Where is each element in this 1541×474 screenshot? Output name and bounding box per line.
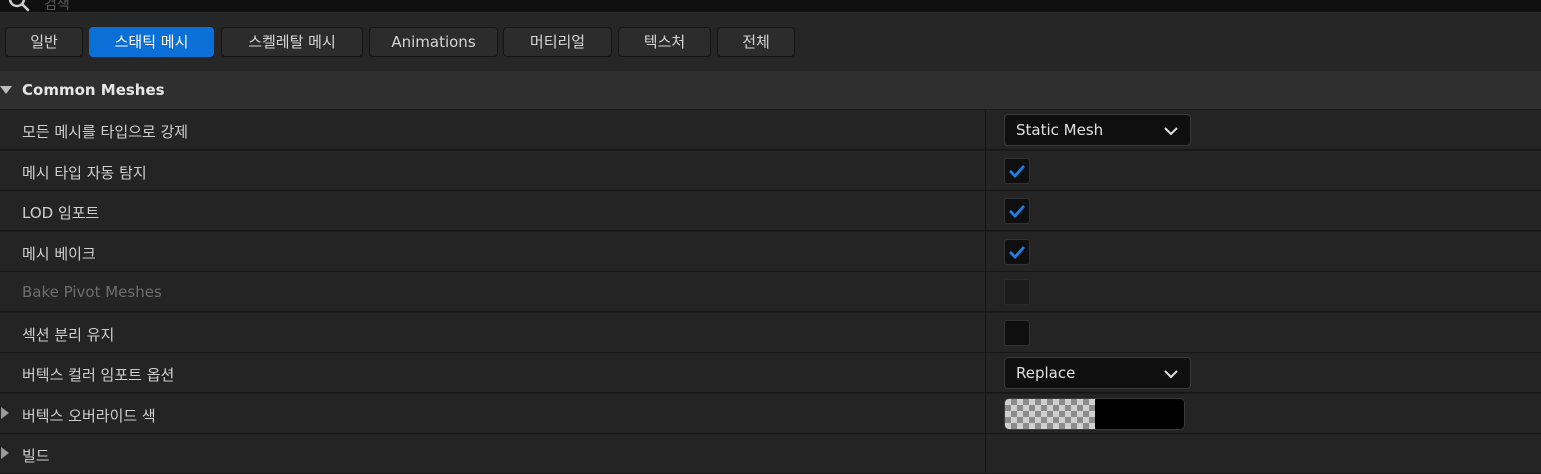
property-label: 메시 베이크 xyxy=(22,245,96,263)
property-row-keep-sections: 섹션 분리 유지 xyxy=(0,313,1541,353)
property-row-bake-pivot-meshes: Bake Pivot Meshes xyxy=(0,272,1541,312)
filter-material-button[interactable]: 머티리얼 xyxy=(503,27,612,57)
column-divider[interactable] xyxy=(985,151,986,190)
auto-detect-checkbox[interactable] xyxy=(1004,158,1030,184)
filter-skeletal-mesh-button[interactable]: 스켈레탈 메시 xyxy=(221,27,363,57)
property-label: 메시 타입 자동 탐지 xyxy=(22,164,147,182)
property-label: 버텍스 오버라이드 색 xyxy=(22,407,156,425)
column-divider[interactable] xyxy=(985,272,986,311)
bake-pivot-meshes-checkbox xyxy=(1004,279,1030,305)
property-row-build: 빌드 xyxy=(0,434,1541,474)
property-row-vertex-color-option: 버텍스 컬러 임포트 옵션 Replace xyxy=(0,353,1541,393)
filter-texture-button[interactable]: 텍스처 xyxy=(618,27,711,57)
property-row-bake-meshes: 메시 베이크 xyxy=(0,232,1541,272)
vertex-override-color-swatch[interactable] xyxy=(1004,398,1185,430)
keep-sections-checkbox[interactable] xyxy=(1004,320,1030,346)
column-divider[interactable] xyxy=(985,232,986,271)
category-common-meshes[interactable]: Common Meshes xyxy=(0,71,1541,110)
search-placeholder: 검색 xyxy=(44,0,70,13)
column-divider[interactable] xyxy=(985,191,986,230)
expand-arrow-icon[interactable] xyxy=(1,447,9,459)
dropdown-value: Static Mesh xyxy=(1016,121,1104,139)
vertex-color-option-dropdown[interactable]: Replace xyxy=(1004,357,1191,389)
filter-general-button[interactable]: 일반 xyxy=(5,27,83,57)
checkmark-icon xyxy=(1009,246,1026,260)
search-icon xyxy=(8,0,30,12)
property-label: 빌드 xyxy=(22,447,50,465)
property-row-force-mesh-type: 모든 메시를 타입으로 강제 Static Mesh xyxy=(0,110,1541,150)
expand-triangle-icon[interactable] xyxy=(0,86,12,94)
import-lods-checkbox[interactable] xyxy=(1004,198,1030,224)
alpha-checker-pattern xyxy=(1005,399,1095,429)
category-title: Common Meshes xyxy=(22,81,165,99)
search-bar[interactable]: 검색 xyxy=(0,0,1541,13)
chevron-down-icon xyxy=(1164,127,1178,136)
column-divider[interactable] xyxy=(985,313,986,352)
column-divider[interactable] xyxy=(985,110,986,149)
property-label: 섹션 분리 유지 xyxy=(22,326,115,344)
property-row-import-lods: LOD 임포트 xyxy=(0,191,1541,231)
column-divider[interactable] xyxy=(985,353,986,392)
property-label: LOD 임포트 xyxy=(22,204,100,222)
expand-arrow-icon[interactable] xyxy=(1,407,9,419)
color-preview xyxy=(1095,399,1184,429)
checkmark-icon xyxy=(1009,165,1026,179)
property-row-auto-detect: 메시 타입 자동 탐지 xyxy=(0,151,1541,191)
dropdown-value: Replace xyxy=(1016,364,1076,382)
property-row-vertex-override-color: 버텍스 오버라이드 색 xyxy=(0,394,1541,434)
bake-meshes-checkbox[interactable] xyxy=(1004,239,1030,265)
filter-bar: 일반 스태틱 메시 스켈레탈 메시 Animations 머티리얼 텍스처 전체 xyxy=(0,13,1541,71)
chevron-down-icon xyxy=(1164,370,1178,379)
property-label: Bake Pivot Meshes xyxy=(22,283,162,301)
filter-static-mesh-button[interactable]: 스태틱 메시 xyxy=(89,27,214,57)
property-label: 모든 메시를 타입으로 강제 xyxy=(22,123,189,141)
column-divider[interactable] xyxy=(985,434,986,473)
column-divider[interactable] xyxy=(985,394,986,433)
mesh-type-dropdown[interactable]: Static Mesh xyxy=(1004,114,1191,146)
checkmark-icon xyxy=(1009,205,1026,219)
property-label: 버텍스 컬러 임포트 옵션 xyxy=(22,366,175,384)
filter-animations-button[interactable]: Animations xyxy=(369,27,498,57)
filter-all-button[interactable]: 전체 xyxy=(717,27,795,57)
